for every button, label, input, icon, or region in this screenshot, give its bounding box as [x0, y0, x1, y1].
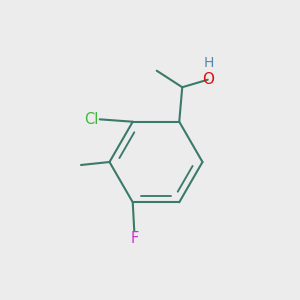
Text: O: O [202, 72, 214, 87]
Text: F: F [130, 231, 138, 246]
Text: Cl: Cl [85, 112, 99, 127]
Text: H: H [204, 56, 214, 70]
